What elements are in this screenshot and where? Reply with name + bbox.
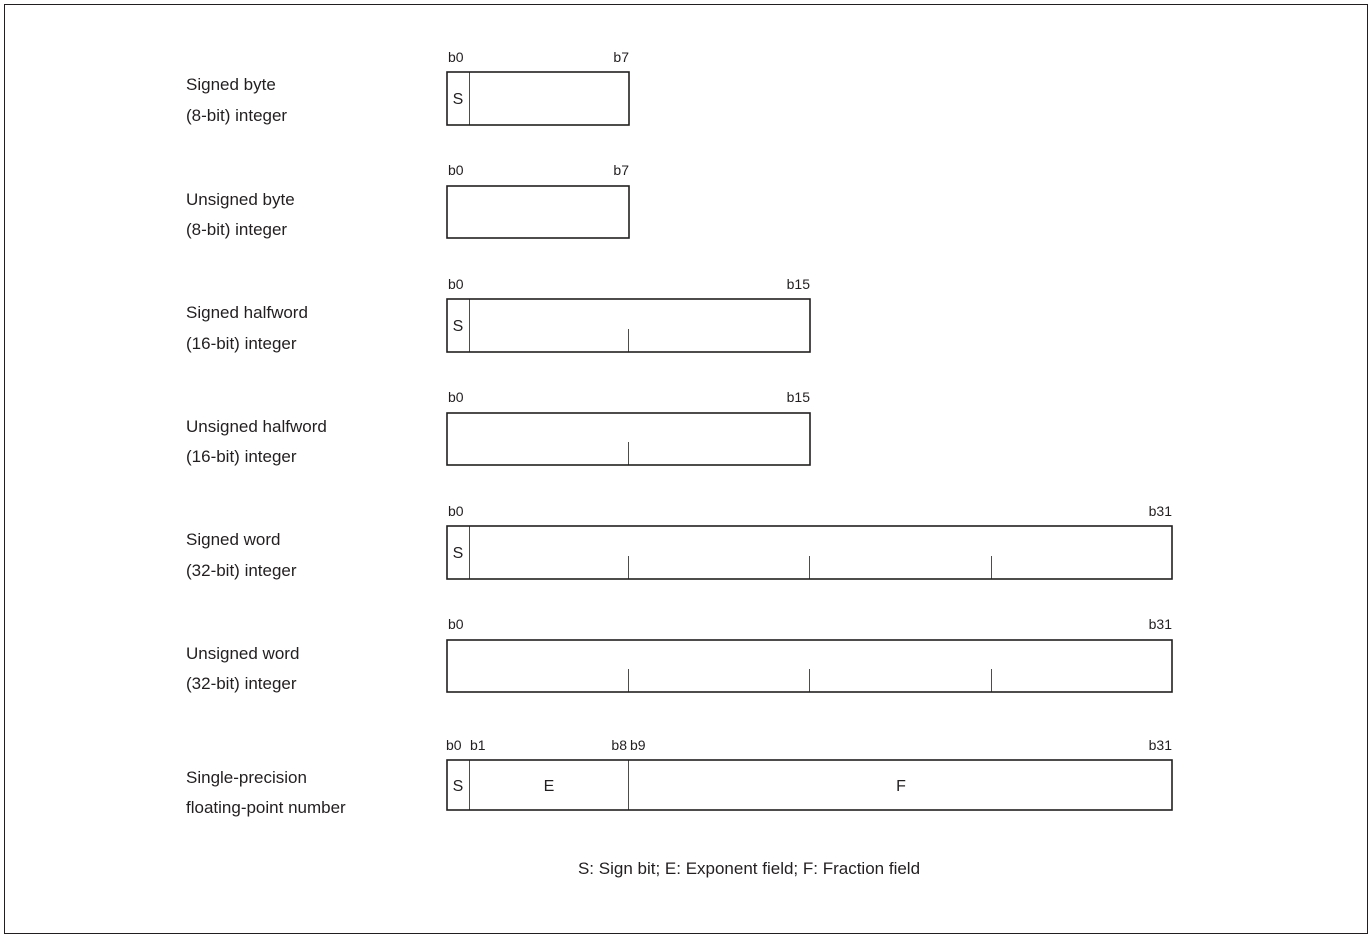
- format-row-signed-word: Signed word (32-bit) integer b0 b31 S: [186, 503, 1173, 580]
- register-box: [446, 71, 630, 126]
- bit-label-b8: b8: [611, 737, 627, 753]
- bit-label-end: b15: [787, 389, 811, 405]
- format-row-unsigned-byte: Unsigned byte (8-bit) integer b0 b7: [186, 162, 630, 239]
- bit-label-end: b31: [1149, 503, 1173, 519]
- register-box: [446, 185, 630, 239]
- field-exponent: E: [544, 778, 555, 795]
- bit-label-end: b7: [613, 162, 629, 178]
- format-label-line-1: Unsigned halfword: [186, 417, 327, 436]
- field-sign: S: [453, 318, 464, 335]
- format-label-line-2: (8-bit) integer: [186, 106, 287, 125]
- format-row-single-precision-float: Single-precision floating-point number b…: [186, 737, 1173, 817]
- bit-label-end: b15: [787, 276, 811, 292]
- format-label-line-1: Signed word: [186, 530, 281, 549]
- bit-label-b31: b31: [1149, 737, 1173, 753]
- format-label-line-1: Signed halfword: [186, 303, 308, 322]
- bit-label-b9: b9: [630, 737, 646, 753]
- format-row-signed-halfword: Signed halfword (16-bit) integer b0 b15 …: [186, 276, 811, 353]
- format-label-line-1: Signed byte: [186, 75, 276, 94]
- register-box: [446, 759, 1173, 811]
- format-label-line-2: floating-point number: [186, 798, 346, 817]
- format-row-unsigned-word: Unsigned word (32-bit) integer b0 b31: [186, 616, 1173, 693]
- format-label-line-2: (32-bit) integer: [186, 674, 297, 693]
- bit-label-start: b0: [448, 276, 464, 292]
- bit-label-start: b0: [448, 503, 464, 519]
- format-label-line-1: Single-precision: [186, 768, 307, 787]
- format-label-line-2: (8-bit) integer: [186, 220, 287, 239]
- field-sign: S: [453, 545, 464, 562]
- format-label-line-1: Unsigned byte: [186, 190, 295, 209]
- format-label-line-2: (16-bit) integer: [186, 447, 297, 466]
- bit-label-end: b31: [1149, 616, 1173, 632]
- bit-label-b0: b0: [446, 737, 462, 753]
- field-sign: S: [453, 778, 464, 795]
- format-row-signed-byte: Signed byte (8-bit) integer b0 b7 S: [186, 49, 630, 126]
- field-sign: S: [453, 91, 464, 108]
- bit-label-start: b0: [448, 49, 464, 65]
- format-label-line-2: (32-bit) integer: [186, 561, 297, 580]
- bit-label-b1: b1: [470, 737, 486, 753]
- bit-label-start: b0: [448, 616, 464, 632]
- bit-label-end: b7: [613, 49, 629, 65]
- format-label-line-2: (16-bit) integer: [186, 334, 297, 353]
- bit-label-start: b0: [448, 389, 464, 405]
- legend-text: S: Sign bit; E: Exponent field; F: Fract…: [578, 859, 920, 878]
- field-fraction: F: [896, 778, 906, 795]
- format-label-line-1: Unsigned word: [186, 644, 299, 663]
- format-row-unsigned-halfword: Unsigned halfword (16-bit) integer b0 b1…: [186, 389, 811, 466]
- bit-label-start: b0: [448, 162, 464, 178]
